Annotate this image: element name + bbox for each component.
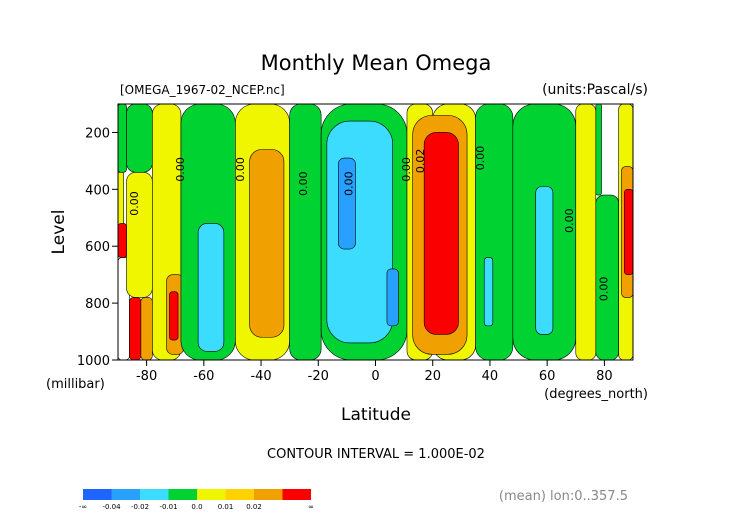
contour-band xyxy=(117,171,125,233)
contour-band xyxy=(423,132,459,335)
contour-label: 0.00 xyxy=(297,171,310,196)
contour-band xyxy=(140,297,153,361)
contour-band xyxy=(338,157,356,250)
colorbar-label: -0.02 xyxy=(131,503,149,511)
x-tick-label: -80 xyxy=(136,369,157,384)
contour-band xyxy=(117,103,127,173)
contour-band xyxy=(289,103,322,361)
colorbar-swatch xyxy=(197,489,226,500)
x-axis-ticks: -80 -60 -40 -20 0 20 40 60 80 xyxy=(136,360,613,384)
contour-label: 0.00 xyxy=(597,277,610,302)
chart-title: Monthly Mean Omega xyxy=(261,51,492,75)
colorbar-label: 0.0 xyxy=(191,503,202,511)
contour-band xyxy=(169,291,179,341)
contour-band xyxy=(595,103,602,196)
contour-band xyxy=(326,120,393,344)
x-axis-units: (degrees_north) xyxy=(544,387,648,402)
colorbar-label: 0.01 xyxy=(218,503,234,511)
contour-label: 0.00 xyxy=(343,171,356,196)
contour-band xyxy=(535,186,554,335)
colorbar-swatch xyxy=(254,489,283,500)
contour-label: 0.02 xyxy=(414,149,427,174)
x-tick-label: -40 xyxy=(250,369,271,384)
file-label: [OMEGA_1967-02_NCEP.nc] xyxy=(120,83,285,97)
contour-band xyxy=(197,223,225,352)
colorbar-label: ∞ xyxy=(308,503,314,511)
contour-label: 0.00 xyxy=(174,157,187,182)
y-tick-label: 200 xyxy=(85,126,110,141)
colorbar-swatch xyxy=(168,489,197,500)
contour-labels: 0.000.00 0.000.00 0.000.00 0.02 0.000.000.00 xyxy=(128,146,610,301)
x-tick-label: 80 xyxy=(596,369,613,384)
x-tick-label: 40 xyxy=(482,369,499,384)
x-tick-label: 20 xyxy=(424,369,441,384)
contour-band xyxy=(575,103,597,361)
y-tick-label: 600 xyxy=(85,240,110,255)
contour-interval-label: CONTOUR INTERVAL = 1.000E-02 xyxy=(267,447,485,462)
contour-bands xyxy=(117,103,634,361)
y-tick-label: 1000 xyxy=(77,354,110,369)
contour-band xyxy=(475,103,514,361)
y-axis-ticks: 200 400 600 800 1000 xyxy=(77,126,118,369)
contour-band xyxy=(249,149,285,338)
colorbar-label: -∞ xyxy=(79,503,87,511)
y-tick-label: 400 xyxy=(85,183,110,198)
x-axis-title: Latitude xyxy=(341,405,411,425)
contour-label: 0.00 xyxy=(128,191,141,216)
contour-band xyxy=(126,103,153,173)
y-tick-label: 800 xyxy=(85,297,110,312)
y-axis-units: (millibar) xyxy=(46,377,105,392)
contour-label: 0.00 xyxy=(563,208,576,233)
units-label: (units:Pascal/s) xyxy=(542,82,648,98)
colorbar: -∞ -0.04 -0.02 -0.01 0.0 0.01 0.02 ∞ xyxy=(79,489,314,511)
x-tick-label: -60 xyxy=(193,369,214,384)
contour-label: 0.00 xyxy=(400,157,413,182)
mean-label: (mean) lon:0..357.5 xyxy=(499,489,628,504)
colorbar-swatch xyxy=(83,489,112,500)
colorbar-swatch xyxy=(282,489,311,500)
x-tick-label: -20 xyxy=(308,369,329,384)
colorbar-label: -0.04 xyxy=(102,503,121,511)
y-axis-title: Level xyxy=(49,210,69,255)
contour-band xyxy=(386,268,399,327)
x-tick-label: 60 xyxy=(539,369,556,384)
contour-band xyxy=(483,257,494,327)
colorbar-label: 0.02 xyxy=(246,503,262,511)
contour-label: 0.00 xyxy=(474,146,487,171)
x-tick-label: 0 xyxy=(371,369,379,384)
contour-label: 0.00 xyxy=(234,157,247,182)
colorbar-swatch xyxy=(111,489,140,500)
contour-band xyxy=(624,189,634,275)
contour-band xyxy=(129,297,142,361)
colorbar-swatch xyxy=(140,489,169,500)
contour-band xyxy=(126,171,153,298)
colorbar-label: -0.01 xyxy=(159,503,177,511)
colorbar-swatch xyxy=(225,489,254,500)
contour-band xyxy=(117,223,127,258)
